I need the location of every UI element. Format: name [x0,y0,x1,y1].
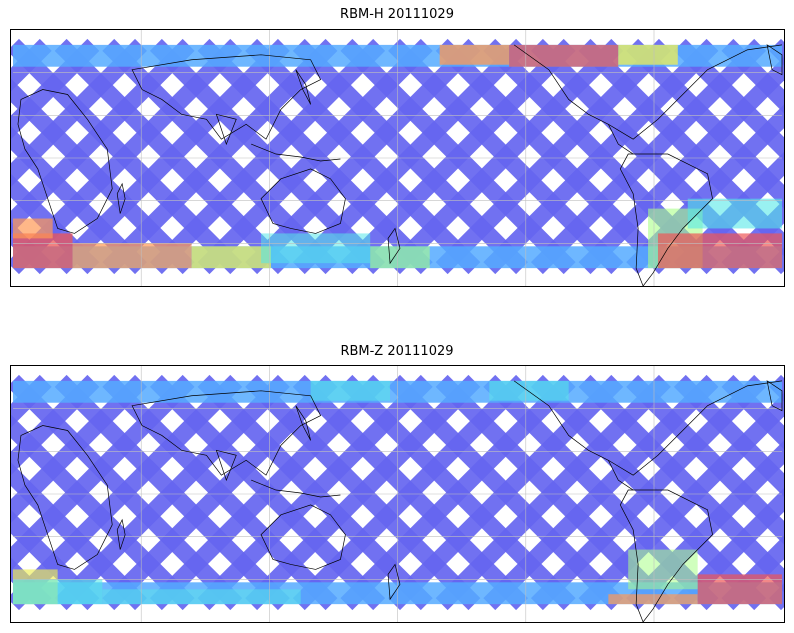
value-patch [192,246,271,268]
map-panel-rbm-z [10,365,785,623]
value-patch [489,381,568,401]
value-patch [13,233,73,268]
value-patch [73,243,192,268]
value-patch [102,589,300,604]
map-canvas-rbm-z [11,366,784,622]
value-patch [13,579,102,604]
map-canvas-rbm-h [11,30,784,286]
value-patch [261,233,370,263]
value-patch [658,233,782,268]
value-patch [13,219,53,239]
value-patch [688,199,782,229]
panel-title-rbm-h: RBM-H 20111029 [0,7,794,22]
value-patch [440,45,509,65]
panel-title-rbm-z: RBM-Z 20111029 [0,344,794,359]
value-patch [618,45,678,65]
value-patch [311,381,390,401]
value-patch [370,246,430,268]
value-patch [628,550,697,590]
value-patch [698,574,782,604]
map-panel-rbm-h [10,29,785,287]
value-patch [608,594,697,604]
